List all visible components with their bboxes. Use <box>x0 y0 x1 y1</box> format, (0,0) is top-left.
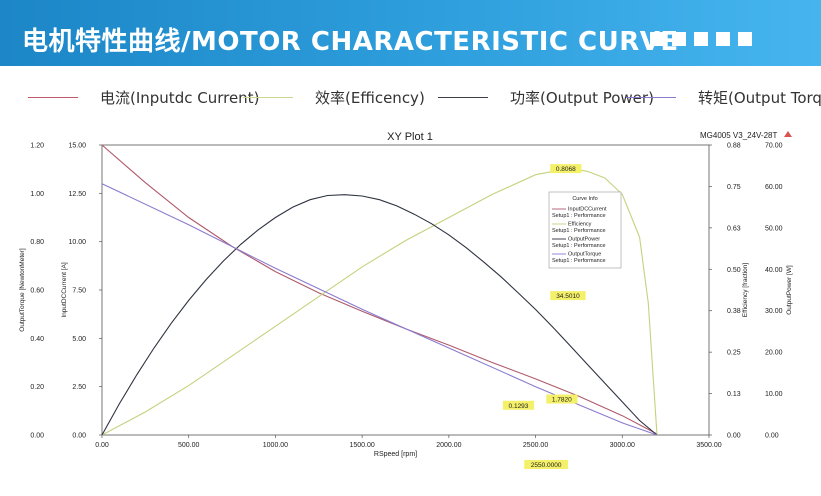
legend-swatch <box>243 97 293 98</box>
curve-info-name: OutputPower <box>568 237 600 243</box>
plot-area <box>101 144 710 436</box>
x-tick-label: 1000.00 <box>263 442 288 449</box>
power-marker-label: 34.5010 <box>556 293 580 300</box>
x-tick-label: 0.00 <box>95 442 109 449</box>
torque-tick-label: 0.40 <box>30 336 44 343</box>
current-marker-label: 1.7820 <box>552 397 572 404</box>
efficiency-tick-label: 0.25 <box>727 350 741 357</box>
power-tick-label: 60.00 <box>765 184 783 191</box>
torque-tick-label: 1.00 <box>30 191 44 198</box>
current-tick-label: 0.00 <box>72 433 86 440</box>
current-tick-label: 5.00 <box>72 336 86 343</box>
current-tick-label: 2.50 <box>72 384 86 391</box>
curve-info-setup: Setup1 : Performance <box>552 213 606 219</box>
efficiency-tick-label: 0.88 <box>727 143 741 150</box>
x-tick-label: 3500.00 <box>696 442 721 449</box>
decor-square <box>738 32 752 46</box>
legend-label: 电流(Inputdc Current) <box>100 89 260 107</box>
legend-item-torque: 转矩(Output Torque) <box>626 87 821 108</box>
header-banner: 电机特性曲线/MOTOR CHARACTERISTIC CURVE <box>0 0 821 66</box>
curve-info-name: Efficiency <box>568 222 592 228</box>
power-tick-label: 0.00 <box>765 433 779 440</box>
current-tick-label: 12.50 <box>68 191 86 198</box>
power-tick-label: 70.00 <box>765 143 783 150</box>
current-axis-label: InputDCCurrent [A] <box>61 262 68 317</box>
motor-chart: XY Plot 1 MG4005 V3_24V-28T 0.00 500.00 10… <box>19 131 793 469</box>
legend-swatch <box>626 97 676 98</box>
series-line-InputDCCurrent <box>101 144 658 435</box>
torque-marker-label: 0.1293 <box>509 403 529 410</box>
power-axis-label: OutputPower [W] <box>786 265 793 315</box>
torque-tick-label: 1.20 <box>30 143 44 150</box>
torque-marker-label-bg <box>502 400 535 410</box>
legend-swatch <box>28 97 78 98</box>
x-marker-label: 2550.0000 <box>531 462 562 469</box>
efficiency-marker-label: 0.8068 <box>556 166 576 173</box>
curve-info-setup: Setup1 : Performance <box>552 243 606 249</box>
x-tick-label: 2000.00 <box>436 442 461 449</box>
x-tick-label: 500.00 <box>178 442 200 449</box>
torque-axis-label: OutputTorque [NewtonMeter] <box>19 248 26 332</box>
x-tick-label: 1500.00 <box>349 442 374 449</box>
warning-triangle-icon <box>784 131 792 137</box>
legend-item-current: 电流(Inputdc Current) <box>28 87 259 108</box>
curve-info-box <box>548 191 622 269</box>
efficiency-tick-label: 0.00 <box>727 433 741 440</box>
page-title: 电机特性曲线/MOTOR CHARACTERISTIC CURVE <box>22 27 679 57</box>
curve-info-name: InputDCCurrent <box>568 207 607 213</box>
legend-label: 功率(Output Power) <box>510 89 654 107</box>
power-tick-label: 50.00 <box>765 225 783 232</box>
current-tick-label: 7.50 <box>72 288 86 295</box>
chart-legend: 电流(Inputdc Current) 效率(Efficency) 功率(Out… <box>28 87 821 108</box>
legend-item-power: 功率(Output Power) <box>438 87 654 108</box>
power-tick-label: 20.00 <box>765 350 783 357</box>
x-axis-label: RSpeed [rpm] <box>374 451 417 458</box>
power-tick-label: 40.00 <box>765 267 783 274</box>
torque-tick-label: 0.60 <box>30 288 44 295</box>
efficiency-tick-label: 0.13 <box>727 391 741 398</box>
legend-item-efficiency: 效率(Efficency) <box>243 87 425 108</box>
chart-subtitle: MG4005 V3_24V-28T <box>700 131 777 140</box>
current-marker-label-bg <box>546 394 578 404</box>
power-tick-label: 30.00 <box>765 308 783 315</box>
decor-square <box>672 32 686 46</box>
legend-label: 效率(Efficency) <box>315 89 425 107</box>
torque-tick-label: 0.00 <box>30 433 44 440</box>
current-tick-label: 15.00 <box>68 143 86 150</box>
curve-info-title: Curve Info <box>572 196 597 202</box>
power-tick-label: 10.00 <box>765 391 783 398</box>
efficiency-tick-label: 0.63 <box>727 225 741 232</box>
series-line-OutputTorque <box>101 183 658 436</box>
torque-tick-label: 0.80 <box>30 239 44 246</box>
x-marker-label-bg <box>524 460 569 469</box>
power-marker-label-bg <box>550 291 586 301</box>
curve-info-setup: Setup1 : Performance <box>552 258 606 264</box>
decor-square <box>716 32 730 46</box>
efficiency-tick-label: 0.38 <box>727 308 741 315</box>
efficiency-tick-label: 0.75 <box>727 184 741 191</box>
efficiency-axis-label: Efficiency [fraction] <box>742 263 749 318</box>
banner-decoration <box>650 32 752 46</box>
torque-tick-label: 0.20 <box>30 384 44 391</box>
efficiency-marker-label-bg <box>550 164 582 174</box>
x-tick-label: 2500.00 <box>523 442 548 449</box>
efficiency-tick-label: 0.50 <box>727 267 741 274</box>
x-tick-label: 3000.00 <box>610 442 635 449</box>
curve-info-setup: Setup1 : Performance <box>552 228 606 234</box>
curve-info-name: OutputTorque <box>568 252 601 258</box>
chart-title: XY Plot 1 <box>387 131 433 143</box>
decor-square <box>650 32 664 46</box>
current-tick-label: 10.00 <box>68 239 86 246</box>
decor-square <box>694 32 708 46</box>
legend-swatch <box>438 97 488 98</box>
legend-label: 转矩(Output Torque) <box>698 89 821 107</box>
